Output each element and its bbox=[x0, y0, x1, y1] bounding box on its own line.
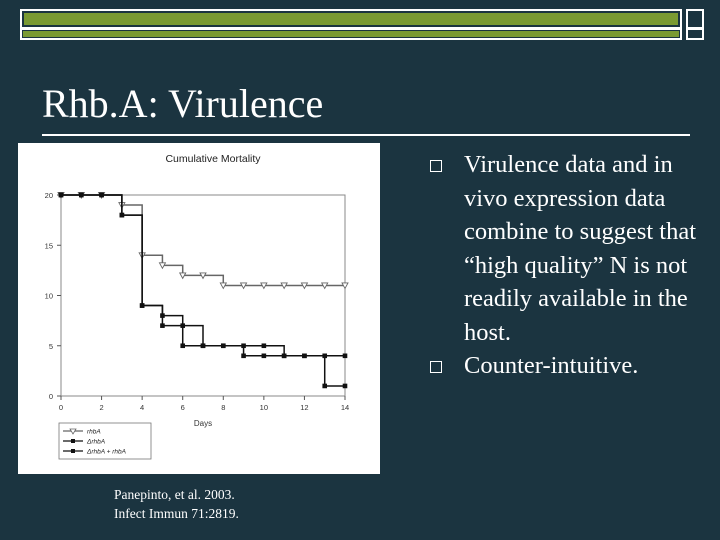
data-point bbox=[341, 282, 349, 290]
second-accent-square bbox=[686, 28, 704, 40]
top-accent-bar bbox=[20, 9, 682, 29]
data-point bbox=[320, 282, 329, 290]
top-accent-square bbox=[686, 9, 704, 29]
bullet-item: Virulence data and in vivo expression da… bbox=[424, 148, 714, 349]
x-tick-label: 6 bbox=[181, 403, 185, 412]
x-tick-label: 0 bbox=[59, 403, 63, 412]
citation: Panepinto, et al. 2003. Infect Immun 71:… bbox=[114, 485, 239, 523]
legend-label: ΔrhbA + rhbA bbox=[86, 449, 126, 456]
data-point bbox=[158, 262, 167, 270]
data-point bbox=[239, 282, 248, 290]
x-tick-label: 12 bbox=[300, 403, 308, 412]
square-bullet-icon bbox=[430, 361, 442, 373]
data-point bbox=[180, 343, 186, 349]
x-axis-label: Days bbox=[194, 419, 212, 428]
x-tick-label: 2 bbox=[99, 403, 103, 412]
square-bullet-icon bbox=[430, 160, 442, 172]
data-point bbox=[58, 192, 64, 198]
data-point bbox=[178, 272, 187, 280]
plot-area bbox=[60, 194, 346, 397]
bullet-item: Counter-intuitive. bbox=[424, 349, 714, 383]
data-point bbox=[220, 343, 226, 349]
y-tick-label: 5 bbox=[49, 342, 53, 351]
data-point bbox=[281, 353, 287, 359]
data-point bbox=[342, 383, 348, 389]
second-accent-bar bbox=[20, 28, 682, 40]
y-tick-label: 0 bbox=[49, 392, 53, 401]
legend-marker bbox=[71, 449, 75, 453]
data-point bbox=[322, 353, 328, 359]
citation-line-2: Infect Immun 71:2819. bbox=[114, 506, 239, 521]
chart-title: Cumulative Mortality bbox=[165, 153, 261, 165]
bullet-list: Virulence data and in vivo expression da… bbox=[424, 148, 714, 383]
data-point bbox=[302, 353, 307, 359]
legend-marker bbox=[69, 428, 77, 435]
data-point bbox=[199, 272, 207, 280]
slide-title: Rhb.A: Virulence bbox=[42, 81, 324, 126]
x-tick-label: 4 bbox=[140, 403, 144, 412]
x-tick-label: 14 bbox=[341, 403, 349, 412]
title-divider bbox=[42, 134, 690, 136]
data-point bbox=[342, 353, 348, 359]
data-point bbox=[139, 303, 145, 308]
data-point bbox=[119, 212, 125, 218]
y-tick-label: 10 bbox=[45, 292, 53, 301]
y-tick-label: 15 bbox=[45, 241, 53, 250]
x-tick-label: 8 bbox=[221, 403, 225, 412]
data-point bbox=[160, 323, 165, 328]
legend-label: rhbA bbox=[87, 429, 101, 436]
data-point bbox=[260, 282, 268, 290]
data-point bbox=[280, 282, 288, 290]
data-point bbox=[322, 383, 328, 389]
series-line bbox=[61, 194, 345, 357]
bullet-text: Counter-intuitive. bbox=[464, 352, 639, 379]
legend-label: ΔrhbA bbox=[86, 439, 105, 446]
data-point bbox=[78, 192, 84, 198]
y-tick-label: 20 bbox=[45, 191, 53, 200]
mortality-chart: Cumulative Mortality 0 5 10 15 20 0 2 4 6 8 10 12 14 D… bbox=[18, 143, 380, 474]
data-point bbox=[261, 343, 267, 349]
data-point bbox=[219, 282, 228, 290]
data-point bbox=[241, 353, 246, 359]
data-point bbox=[261, 353, 267, 359]
data-point bbox=[300, 282, 309, 290]
data-point bbox=[200, 343, 206, 349]
citation-line-1: Panepinto, et al. 2003. bbox=[114, 487, 235, 502]
legend-marker bbox=[71, 439, 75, 443]
data-point bbox=[99, 192, 104, 198]
bullet-text: Virulence data and in vivo expression da… bbox=[464, 151, 697, 346]
chart-svg: Cumulative Mortality 0 5 10 15 20 0 2 4 6 8 10 12 14 D… bbox=[45, 153, 349, 460]
x-tick-label: 10 bbox=[260, 403, 268, 412]
